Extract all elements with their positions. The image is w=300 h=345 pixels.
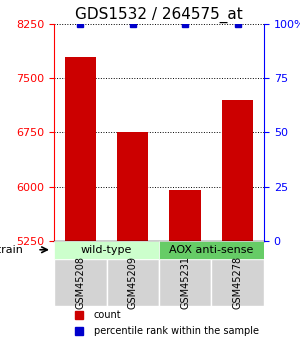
FancyBboxPatch shape <box>54 241 159 259</box>
FancyBboxPatch shape <box>54 259 106 306</box>
Text: GSM45209: GSM45209 <box>128 256 138 309</box>
Bar <box>169 190 201 241</box>
Bar <box>117 132 148 241</box>
Text: AOX anti-sense: AOX anti-sense <box>169 245 254 255</box>
Text: GSM45231: GSM45231 <box>180 256 190 309</box>
Bar <box>64 57 96 241</box>
Text: GSM45278: GSM45278 <box>233 256 243 309</box>
FancyBboxPatch shape <box>159 259 211 306</box>
Title: GDS1532 / 264575_at: GDS1532 / 264575_at <box>75 7 243 23</box>
Text: wild-type: wild-type <box>81 245 132 255</box>
FancyBboxPatch shape <box>159 241 264 259</box>
Text: percentile rank within the sample: percentile rank within the sample <box>94 326 259 336</box>
Text: count: count <box>94 310 122 320</box>
Text: GSM45208: GSM45208 <box>75 256 85 309</box>
Text: strain: strain <box>0 245 24 255</box>
FancyBboxPatch shape <box>106 259 159 306</box>
Bar <box>222 100 254 241</box>
FancyBboxPatch shape <box>212 259 264 306</box>
